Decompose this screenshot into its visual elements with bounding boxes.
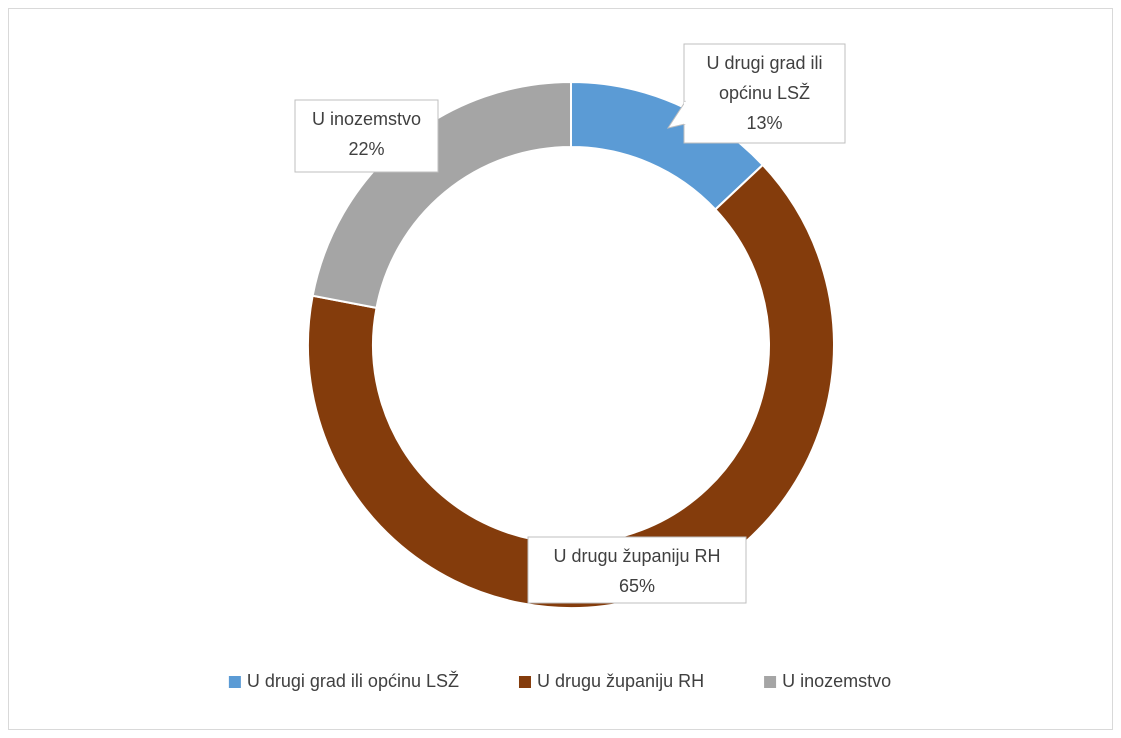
donut-segment xyxy=(307,163,835,609)
legend-label: U drugu županiju RH xyxy=(537,671,704,691)
data-label-box xyxy=(294,99,439,173)
data-label-name: U drugi grad ili općinu LSŽ xyxy=(706,53,822,103)
donut-segment xyxy=(311,80,572,310)
legend-label: U inozemstvo xyxy=(782,671,891,691)
legend-swatch xyxy=(764,676,777,688)
data-label-value: 22% xyxy=(348,139,384,159)
data-label-name: U drugu županiju RH xyxy=(553,546,720,566)
data-label-box xyxy=(683,43,846,144)
legend-swatch xyxy=(518,676,531,688)
legend-label: U drugi grad ili općinu LSŽ xyxy=(247,671,459,691)
data-label-value: 13% xyxy=(746,113,782,133)
legend-swatch xyxy=(228,676,241,688)
data-label-name: U inozemstvo xyxy=(312,109,421,129)
data-label-box xyxy=(527,536,747,604)
data-label-value: 65% xyxy=(619,576,655,596)
